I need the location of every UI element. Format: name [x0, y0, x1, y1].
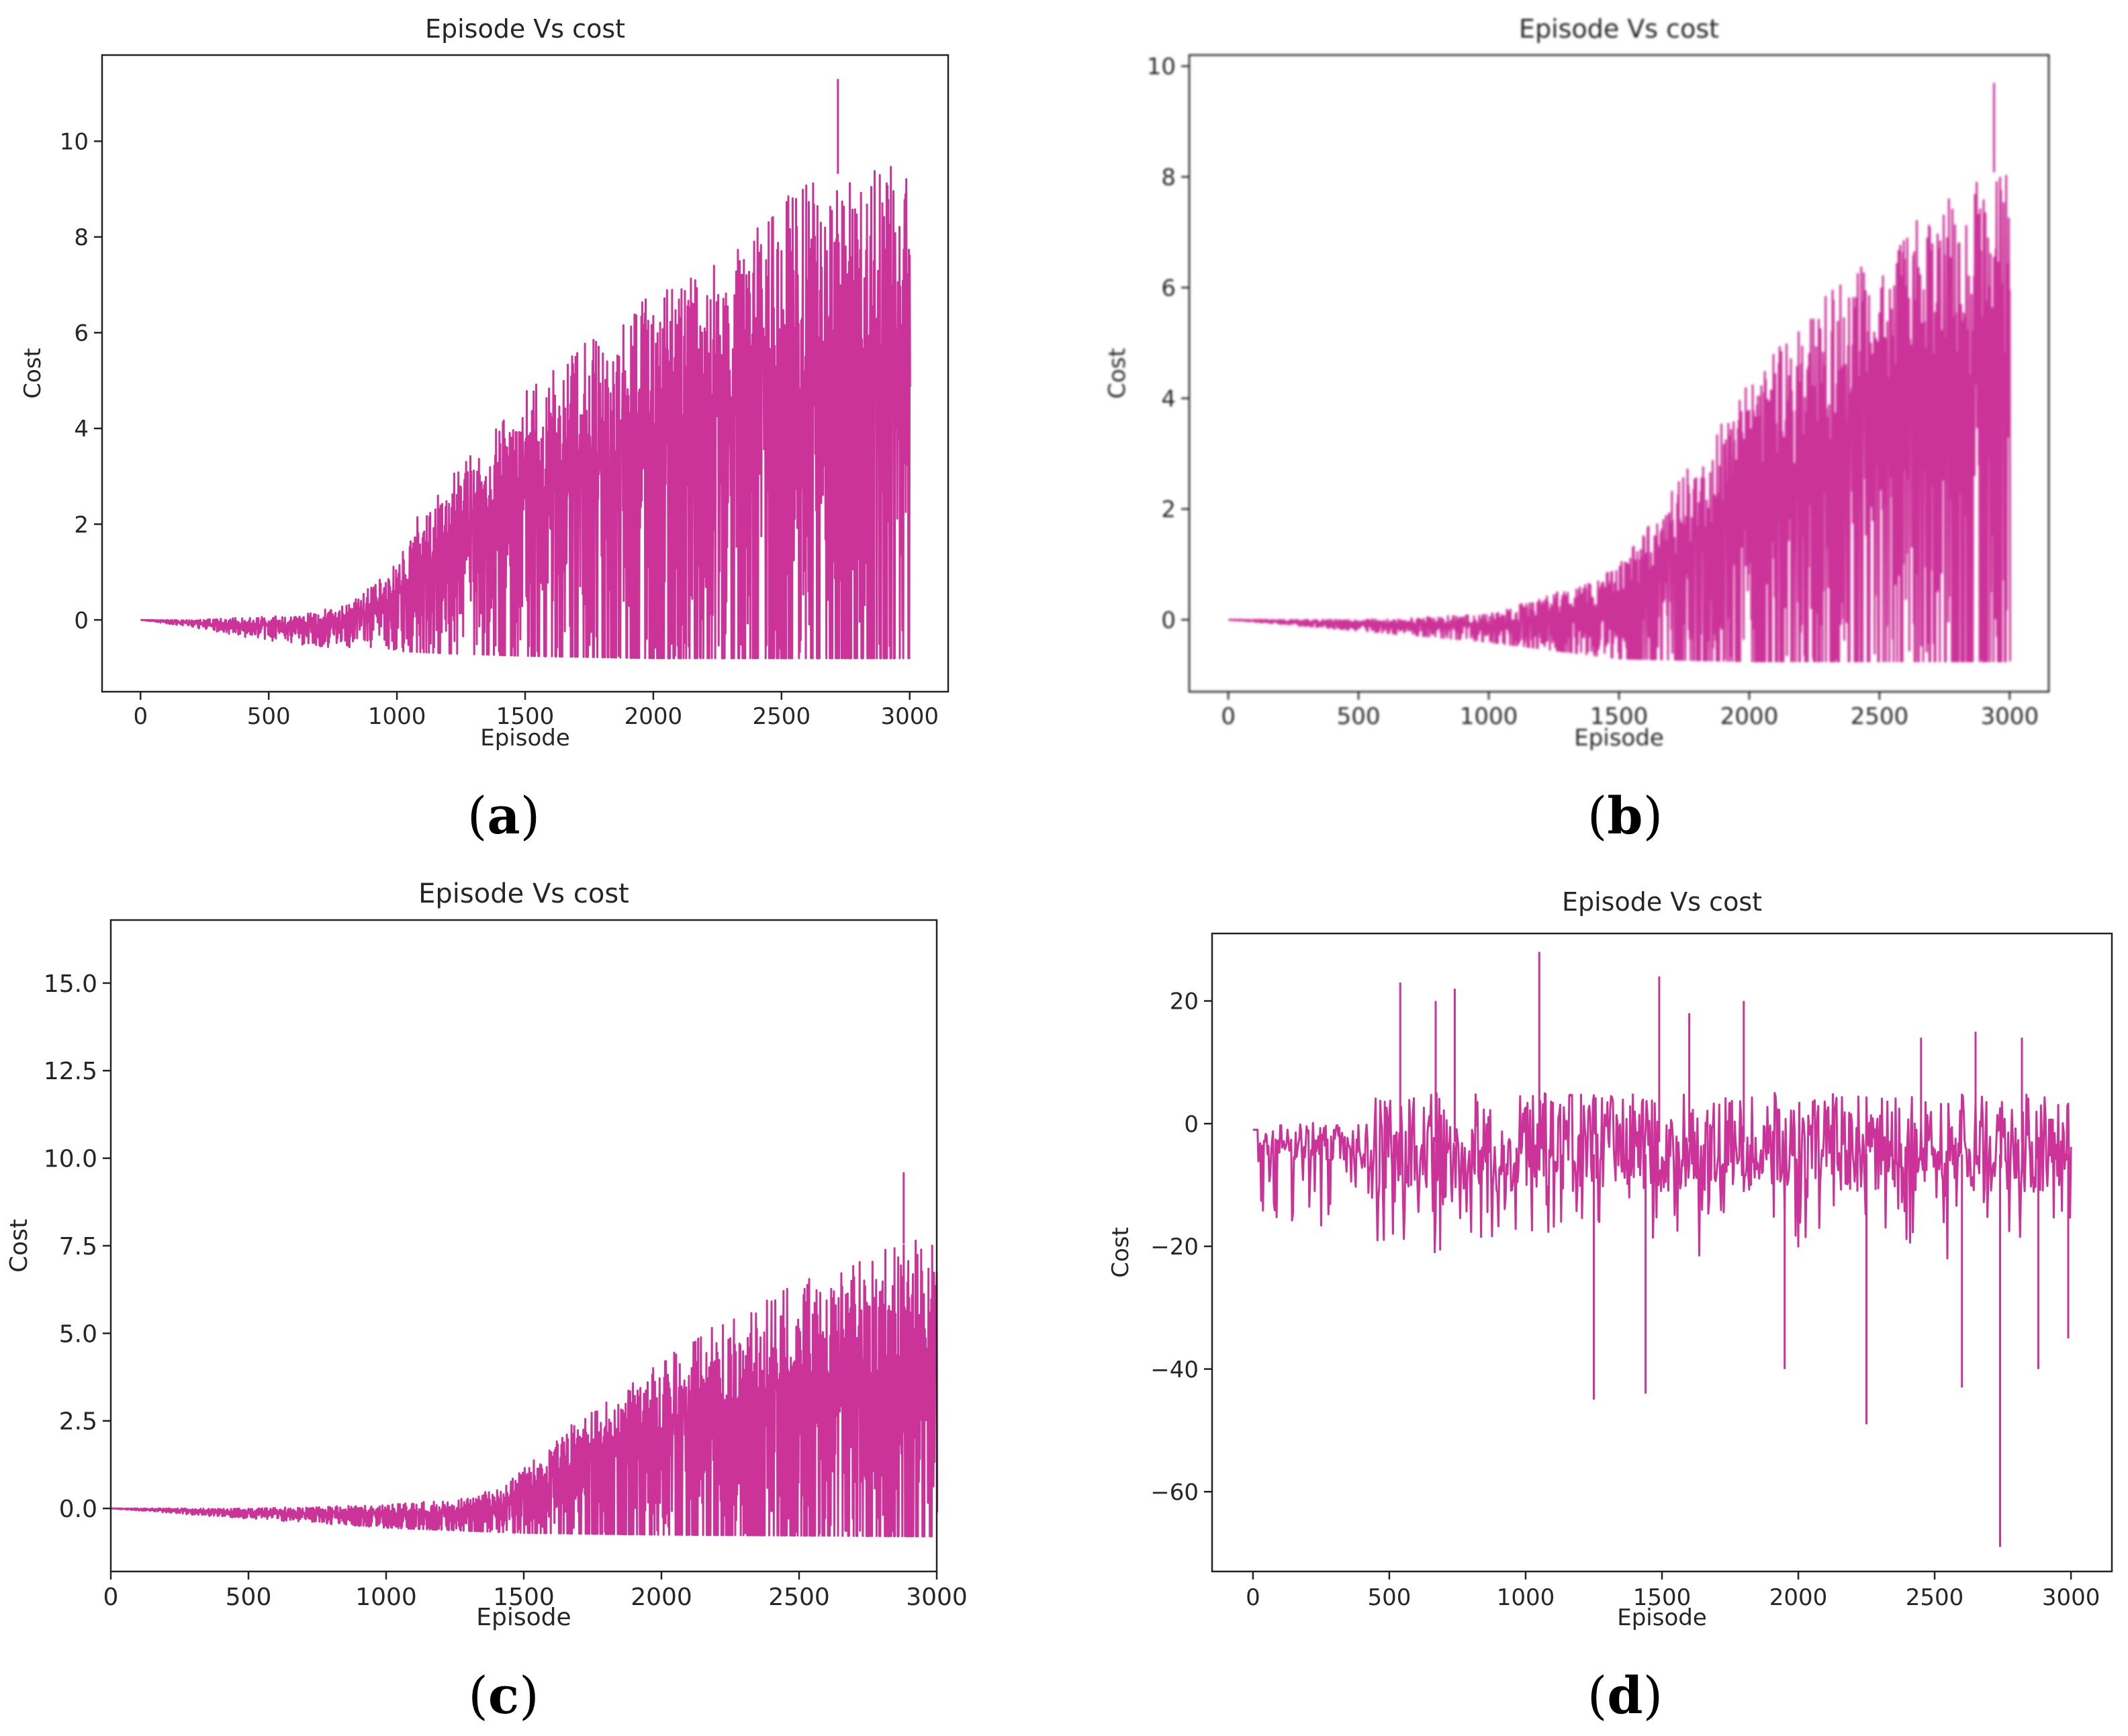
x-tick-label: 1500	[1633, 1584, 1692, 1611]
x-tick-label: 3000	[2042, 1584, 2100, 1611]
y-axis-label: Cost	[1104, 348, 1131, 399]
x-axis-label: Episode	[1574, 725, 1664, 751]
y-tick-label: 5.0	[59, 1320, 97, 1348]
x-tick-label: 500	[247, 703, 291, 730]
y-axis-label: Cost	[5, 1219, 33, 1273]
caption-a: (a)	[467, 786, 541, 846]
x-tick-label: 3000	[906, 1584, 968, 1611]
y-axis-label: Cost	[19, 348, 46, 399]
x-tick-label: 500	[1367, 1584, 1411, 1611]
x-tick-label: 2000	[624, 703, 683, 730]
x-tick-label: 1500	[496, 703, 555, 730]
x-tick-label: 2500	[753, 703, 811, 730]
chart-panel-d: Episode Vs cost 0 500 1000 1500 2000 2500 3000 −…	[1064, 873, 2128, 1645]
y-tick-label: 0	[1161, 607, 1176, 634]
x-tick-label: 500	[1337, 703, 1381, 730]
y-tick-label: 2	[74, 512, 89, 539]
x-tick-label: 1000	[355, 1584, 417, 1611]
x-tick-label: 2500	[1851, 703, 1909, 730]
y-tick-label: 6	[74, 320, 89, 347]
x-tick-label: 3000	[880, 703, 939, 730]
caption-b: (b)	[1587, 786, 1663, 846]
chart-title: Episode Vs cost	[1562, 887, 1762, 917]
x-axis-label: Episode	[1617, 1604, 1707, 1631]
x-tick-label: 0	[133, 703, 148, 730]
chart-d: Episode Vs cost 0 500 1000 1500 2000 2500 3000 −…	[1107, 887, 2113, 1631]
y-tick-label: 10.0	[44, 1146, 97, 1173]
y-tick-label: 10	[1147, 54, 1176, 81]
chart-title: Episode Vs cost	[418, 878, 629, 909]
x-tick-label: 1500	[1590, 703, 1649, 730]
chart-a: Episode Vs cost 0 500 1000 1500 2000 2500 3000 0…	[19, 14, 950, 751]
x-tick-label: 3000	[1981, 703, 2039, 730]
x-tick-label: 1000	[1460, 703, 1518, 730]
x-tick-label: 0	[103, 1584, 119, 1611]
y-tick-label: 2	[1161, 496, 1176, 523]
x-tick-label: 2000	[1769, 1584, 1828, 1611]
y-tick-label: 20	[1170, 989, 1199, 1015]
y-tick-label: 0	[1184, 1111, 1199, 1138]
x-tick-label: 500	[226, 1584, 272, 1611]
y-tick-label: 8	[74, 224, 89, 251]
y-tick-label: 10	[60, 129, 89, 156]
chart-panel-a: Episode Vs cost 0 500 1000 1500 2000 2500 3000 0…	[0, 0, 1061, 772]
y-tick-label: 15.0	[44, 970, 97, 998]
y-tick-label: 8	[1161, 165, 1176, 191]
chart-c: Episode Vs cost 0 500 1000 1500 2000 2500 3000 0…	[5, 878, 968, 1631]
x-tick-label: 2000	[1720, 703, 1779, 730]
y-tick-label: −60	[1150, 1479, 1199, 1506]
x-tick-label: 2000	[631, 1584, 692, 1611]
x-tick-label: 0	[1246, 1584, 1260, 1611]
x-tick-label: 2500	[768, 1584, 830, 1611]
y-tick-label: 2.5	[59, 1408, 97, 1436]
x-tick-label: 1000	[1497, 1584, 1555, 1611]
chart-b: Episode Vs cost 0 500 1000 1500 2000 2500 3000 0…	[1104, 14, 2050, 751]
chart-title: Episode Vs cost	[1519, 14, 1719, 44]
x-tick-label: 0	[1221, 703, 1236, 730]
chart-panel-b: Episode Vs cost 0 500 1000 1500 2000 2500 3000 0…	[1064, 0, 2128, 772]
y-tick-label: −40	[1150, 1357, 1199, 1383]
x-tick-label: 1000	[368, 703, 426, 730]
y-tick-label: 6	[1161, 275, 1176, 302]
x-tick-label: 1500	[493, 1584, 555, 1611]
y-tick-label: 0	[74, 607, 89, 634]
chart-title: Episode Vs cost	[425, 14, 625, 44]
y-axis-label: Cost	[1107, 1227, 1134, 1278]
x-axis-label: Episode	[480, 725, 570, 751]
y-tick-label: 0.0	[59, 1496, 97, 1523]
plot-frame	[1211, 932, 2113, 1573]
y-tick-label: −20	[1150, 1234, 1199, 1261]
series-cost-line	[140, 79, 911, 659]
y-tick-label: 4	[74, 416, 89, 443]
caption-c: (c)	[468, 1665, 539, 1725]
series-cost-line	[1252, 952, 2072, 1547]
y-tick-label: 4	[1161, 385, 1176, 412]
series-cost-line	[1228, 83, 2011, 663]
y-tick-label: 12.5	[44, 1058, 97, 1085]
chart-panel-c: Episode Vs cost 0 500 1000 1500 2000 2500 3000 0…	[0, 873, 1061, 1645]
x-tick-label: 2500	[1906, 1584, 1964, 1611]
y-tick-label: 7.5	[59, 1233, 97, 1261]
caption-d: (d)	[1587, 1665, 1663, 1725]
series-cost-line	[110, 1172, 939, 1538]
x-axis-label: Episode	[476, 1604, 571, 1631]
